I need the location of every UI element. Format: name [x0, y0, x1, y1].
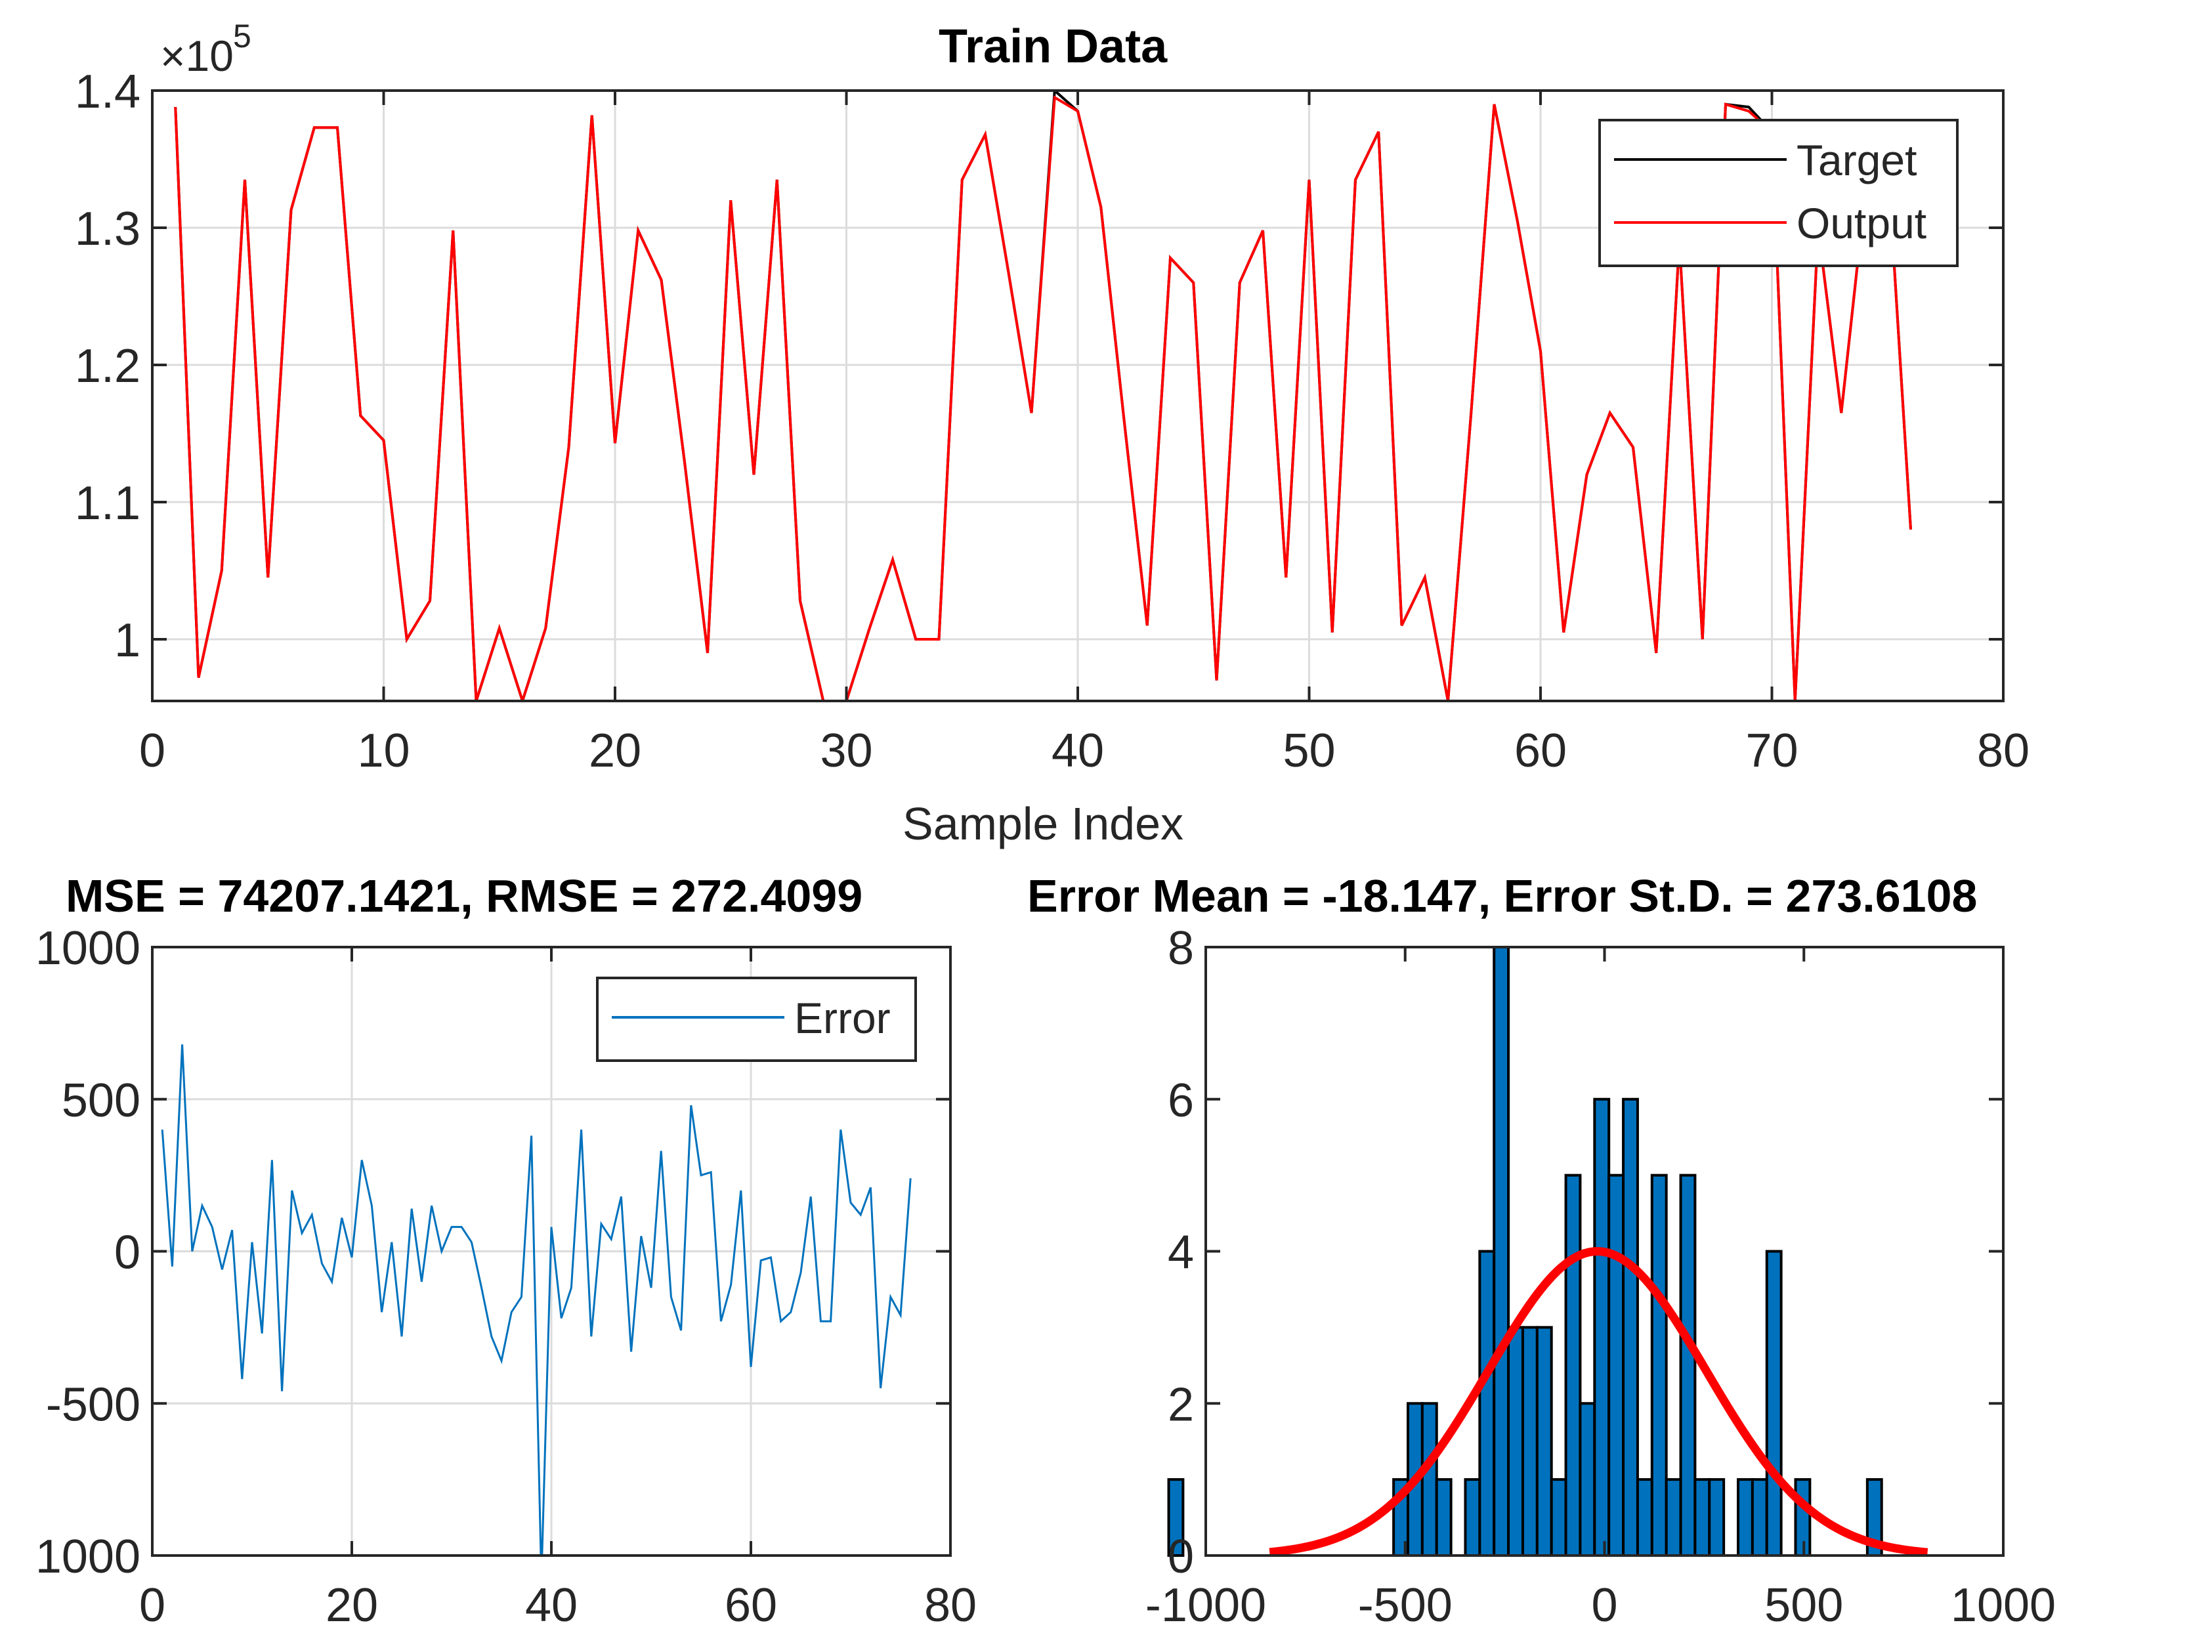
histogram-bar: [1737, 1478, 1754, 1557]
histogram-bar: [1636, 1478, 1653, 1557]
x-tick-label: 50: [1283, 725, 1335, 777]
histogram-bar: [1521, 1326, 1539, 1557]
histogram-bar: [1464, 1478, 1481, 1557]
y-exponent-power: 5: [233, 18, 251, 54]
histogram-bar: [1751, 1478, 1768, 1557]
train-data-title: Train Data: [939, 20, 1168, 73]
histogram-axes: -1000 -500 0 500 1000 0 2 4 6 8: [1145, 922, 2056, 1632]
y-tick-label: 1.3: [75, 203, 140, 255]
histogram-bar: [1478, 1250, 1496, 1557]
y-tick-label: 1.4: [75, 66, 140, 118]
normal-fit-curve: [1269, 1247, 1928, 1557]
x-axis-label: Sample Index: [903, 798, 1184, 849]
y-tick-label: 0: [114, 1227, 140, 1279]
histogram-bar: [1167, 1478, 1185, 1557]
x-tick-label: 40: [1052, 725, 1104, 777]
data-line: [174, 95, 1912, 701]
histogram-bar: [1607, 1174, 1625, 1557]
train-data-axes: 0 10 20 30 40 50 60 70 80 1 1.1 1.2 1.3 1.4 ×10 5 Target…: [75, 18, 2030, 777]
x-tick-label: 80: [1977, 725, 2030, 777]
legend: Target Output: [1598, 119, 1959, 267]
x-tick-label: 60: [1514, 725, 1567, 777]
histogram-bar: [1665, 1478, 1682, 1557]
y-tick-label: 1000: [35, 1531, 140, 1583]
y-tick-label: 500: [62, 1074, 140, 1127]
x-tick-label: 0: [139, 1579, 165, 1632]
y-tick-label: 1: [114, 614, 140, 667]
error-axes: 0 20 40 60 80 1000 -500 0 500 1000 Error: [35, 922, 977, 1632]
mse-title: MSE = 74207.1421, RMSE = 272.4099: [66, 870, 863, 921]
error-stats-title: Error Mean = -18.147, Error St.D. = 273.…: [1027, 870, 1978, 921]
y-tick-label: 4: [1168, 1227, 1194, 1279]
x-tick-label: 0: [1591, 1579, 1617, 1632]
x-tick-label: 1000: [1951, 1579, 2056, 1632]
histogram-bar: [1507, 1326, 1524, 1557]
histogram-bar: [1493, 946, 1510, 1557]
y-tick-label: -500: [46, 1378, 140, 1431]
legend-label: Output: [1797, 199, 1926, 247]
histogram-bar: [1679, 1174, 1697, 1557]
histogram-bar: [1593, 1097, 1611, 1557]
histogram-bar: [1708, 1478, 1726, 1557]
legend-label: Target: [1797, 136, 1917, 184]
histogram-bar: [1564, 1174, 1582, 1557]
histogram-bar: [1622, 1097, 1639, 1557]
x-tick-label: 80: [924, 1579, 977, 1632]
y-tick-label: 0: [1168, 1531, 1194, 1583]
x-tick-label: 30: [820, 725, 872, 777]
x-tick-label: 20: [589, 725, 641, 777]
histogram-bar: [1420, 1402, 1438, 1557]
histogram-bar: [1550, 1478, 1567, 1557]
y-tick-label: 1.2: [75, 340, 140, 392]
data-line: [161, 1044, 912, 1556]
x-tick-label: 0: [139, 725, 165, 777]
x-tick-label: 60: [725, 1579, 777, 1632]
histogram-bar: [1435, 1478, 1453, 1557]
legend-label: Error: [794, 994, 891, 1042]
histogram-bar: [1765, 1250, 1783, 1557]
x-tick-label: -500: [1358, 1579, 1453, 1632]
histogram-bar: [1693, 1478, 1711, 1557]
x-tick-label: 40: [525, 1579, 578, 1632]
y-tick-label: 1000: [35, 922, 140, 975]
y-tick-label: 2: [1168, 1378, 1194, 1431]
y-tick-label: 6: [1168, 1074, 1194, 1127]
x-tick-label: 70: [1745, 725, 1798, 777]
histogram-bar: [1579, 1402, 1596, 1557]
legend: Error: [596, 977, 917, 1062]
x-tick-label: -1000: [1145, 1579, 1266, 1632]
histogram-bar: [1535, 1326, 1553, 1557]
histogram-bar: [1650, 1174, 1668, 1557]
y-tick-label: 1.1: [75, 477, 140, 530]
x-tick-label: 500: [1764, 1579, 1843, 1632]
y-exponent-label: ×10: [160, 32, 234, 80]
x-tick-label: 20: [326, 1579, 378, 1632]
y-tick-label: 8: [1168, 922, 1194, 975]
x-tick-label: 10: [357, 725, 410, 777]
